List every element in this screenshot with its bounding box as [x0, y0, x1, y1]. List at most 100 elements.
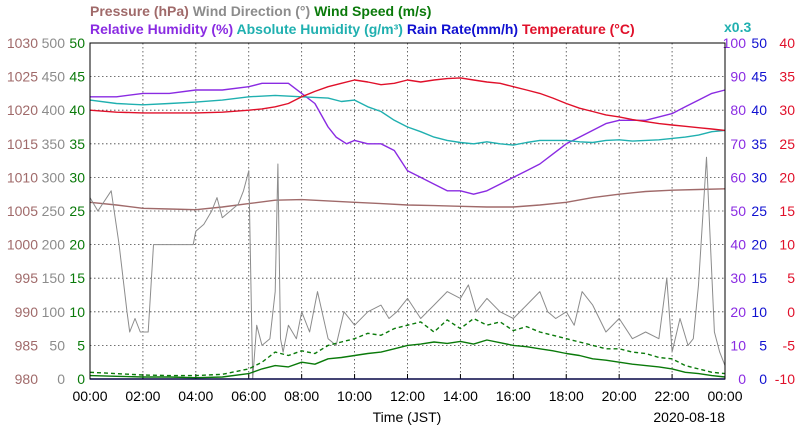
x-tick-label: 16:00	[496, 388, 531, 404]
legend-item: Pressure (hPa)	[90, 3, 189, 19]
y-tick-label-temperature: 35	[779, 69, 795, 85]
x-tick-label: 06:00	[231, 388, 266, 404]
x-tick-label: 02:00	[125, 388, 160, 404]
series-line-wind-direction	[89, 156, 726, 380]
legend: Pressure (hPa) Wind Direction (°) Wind S…	[90, 3, 751, 37]
y-tick-label-humidity: 10	[730, 337, 746, 353]
y-tick-label-temperature: -5	[783, 337, 796, 353]
y-tick-label-temperature: 5	[787, 270, 795, 286]
y-tick-label-pressure: 995	[15, 270, 39, 286]
x-tick-label: 18:00	[549, 388, 584, 404]
x-tick-label: 08:00	[284, 388, 319, 404]
x-tick-label: 00:00	[707, 388, 742, 404]
y-tick-label-rain-rate: 10	[751, 304, 767, 320]
y-tick-label-wind-speed: 5	[77, 337, 85, 353]
y-tick-label-humidity: 90	[730, 69, 746, 85]
date-label: 2020-08-18	[653, 409, 725, 425]
y-tick-label-wind-speed: 30	[69, 169, 85, 185]
y-tick-label-wind-speed: 50	[69, 35, 85, 51]
y-tick-label-temperature: -10	[775, 371, 795, 387]
y-tick-label-pressure: 1005	[7, 203, 38, 219]
y-tick-label-humidity: 30	[730, 270, 746, 286]
y-tick-label-wind-direction: 500	[42, 35, 66, 51]
y-tick-label-pressure: 980	[15, 371, 39, 387]
y-tick-label-wind-direction: 350	[42, 136, 66, 152]
x-tick-label: 10:00	[337, 388, 372, 404]
y-tick-label-wind-speed: 45	[69, 69, 85, 85]
legend-item: Temperature (°C)	[518, 21, 635, 37]
y-tick-label-rain-rate: 0	[759, 371, 767, 387]
y-tick-label-pressure: 990	[15, 304, 39, 320]
y-tick-label-rain-rate: 50	[751, 35, 767, 51]
legend-item: Absolute Humidity (g/m³)	[233, 21, 403, 37]
x-axis: 00:00 02:00 04:00 06:00 08:00 10:00 12:00 14:00…	[72, 374, 743, 404]
y-tick-label-wind-speed: 20	[69, 237, 85, 253]
x-tick-label: 14:00	[443, 388, 478, 404]
y-tick-label-temperature: 30	[779, 102, 795, 118]
y-tick-label-wind-speed: 15	[69, 270, 85, 286]
scale-note: x0.3	[724, 19, 751, 35]
y-tick-label-rain-rate: 35	[751, 136, 767, 152]
series-line-wind-speed-m-s	[89, 339, 726, 379]
y-tick-label-humidity: 40	[730, 237, 746, 253]
legend-item: Relative Humidity (%)	[90, 21, 233, 37]
legend-row2: Relative Humidity (%) Absolute Humidity …	[90, 21, 635, 37]
legend-item: Wind Direction (°)	[189, 3, 310, 19]
y-tick-label-rain-rate: 40	[751, 102, 767, 118]
y-tick-label-wind-direction: 100	[42, 304, 66, 320]
y-tick-label-humidity: 60	[730, 169, 746, 185]
y-tick-label-temperature: 0	[787, 304, 795, 320]
y-tick-label-pressure: 1030	[7, 35, 38, 51]
y-tick-label-temperature: 40	[779, 35, 795, 51]
series-line-pressure-hpa	[89, 188, 726, 211]
y-tick-label-wind-direction: 250	[42, 203, 66, 219]
y-tick-label-rain-rate: 30	[751, 169, 767, 185]
y-tick-label-pressure: 1000	[7, 237, 38, 253]
x-tick-label: 04:00	[178, 388, 213, 404]
y-tick-label-humidity: 70	[730, 136, 746, 152]
y-tick-label-pressure: 985	[15, 337, 39, 353]
legend-item: Wind Speed (m/s)	[310, 3, 431, 19]
y-tick-label-pressure: 1025	[7, 69, 38, 85]
y-tick-label-humidity: 20	[730, 304, 746, 320]
y-tick-label-rain-rate: 15	[751, 270, 767, 286]
y-tick-label-wind-direction: 0	[57, 371, 65, 387]
y-tick-label-humidity: 0	[738, 371, 746, 387]
legend-row1: Pressure (hPa) Wind Direction (°) Wind S…	[90, 3, 431, 19]
y-tick-label-rain-rate: 25	[751, 203, 767, 219]
y-tick-label-wind-speed: 0	[77, 371, 85, 387]
series-line-wind-speed-gust-m-s	[89, 317, 726, 377]
y-tick-label-pressure: 1015	[7, 136, 38, 152]
y-tick-label-humidity: 50	[730, 203, 746, 219]
plot-frame	[89, 42, 726, 380]
y-tick-label-wind-direction: 300	[42, 169, 66, 185]
y-axes: 1030102510201015101010051000995990985980…	[7, 35, 795, 387]
series-line-temperature-c	[89, 77, 726, 132]
y-tick-label-rain-rate: 45	[751, 69, 767, 85]
legend-item: Rain Rate(mm/h)	[403, 21, 518, 37]
x-axis-title: Time (JST)	[373, 409, 442, 425]
y-tick-label-humidity: 100	[723, 35, 747, 51]
y-tick-label-wind-speed: 40	[69, 102, 85, 118]
series-line-absolute-humidity-g-m	[89, 94, 726, 146]
x-tick-label: 20:00	[602, 388, 637, 404]
y-tick-label-rain-rate: 5	[759, 337, 767, 353]
series-line-relative-humidity	[90, 82, 726, 195]
y-tick-label-wind-speed: 35	[69, 136, 85, 152]
y-tick-label-temperature: 25	[779, 136, 795, 152]
y-tick-label-humidity: 80	[730, 102, 746, 118]
y-tick-label-wind-speed: 10	[69, 304, 85, 320]
y-tick-label-temperature: 10	[779, 237, 795, 253]
y-tick-label-temperature: 15	[779, 203, 795, 219]
y-tick-label-wind-direction: 150	[42, 270, 66, 286]
x-tick-label: 22:00	[655, 388, 690, 404]
y-tick-label-wind-direction: 400	[42, 102, 66, 118]
y-tick-label-temperature: 20	[779, 169, 795, 185]
plot-grid	[90, 43, 725, 379]
y-tick-label-wind-direction: 50	[49, 337, 65, 353]
y-tick-label-wind-direction: 450	[42, 69, 66, 85]
x-tick-label: 00:00	[72, 388, 107, 404]
y-tick-label-pressure: 1010	[7, 169, 38, 185]
y-tick-label-wind-direction: 200	[42, 237, 66, 253]
